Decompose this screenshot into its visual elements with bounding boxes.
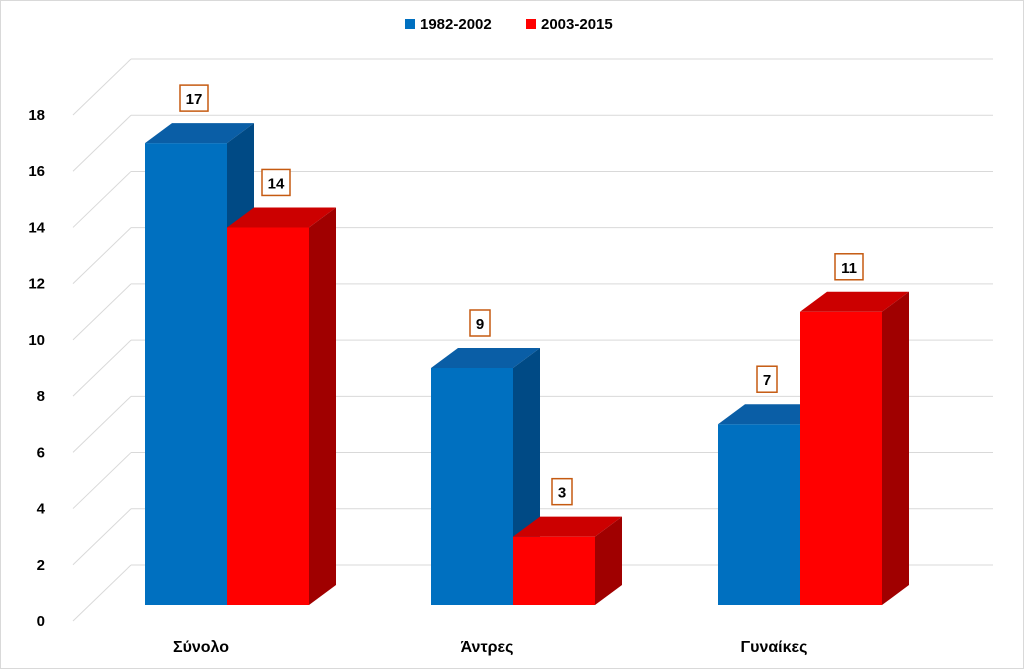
y-tick-label: 16 [28,163,45,180]
y-tick-label: 14 [28,219,45,236]
data-label: 3 [558,485,566,502]
data-label-box [756,365,778,393]
y-tick-label: 8 [37,388,45,405]
y-tick-label: 4 [37,501,46,518]
data-label: 9 [476,316,484,333]
gridline-depth [72,283,132,341]
data-label: 14 [268,175,285,192]
y-tick-label: 2 [37,557,45,574]
bar-side [309,207,336,605]
bar-front [800,311,882,605]
gridline-depth [72,395,132,453]
bar-side [595,516,622,605]
legend-swatch [405,19,415,29]
bar-top [513,516,622,537]
data-label-box [551,477,573,506]
gridline-depth [72,227,132,285]
bar-top [145,123,254,144]
y-tick-label: 6 [37,444,45,461]
bar-front [145,143,227,605]
data-label: 11 [841,260,857,277]
y-tick-label: 10 [28,332,45,349]
gridline-depth [72,171,132,228]
y-tick-label: 0 [37,613,45,630]
bar-top [800,291,909,312]
bar-top [227,207,336,228]
data-label-box [261,168,291,197]
gridline-depth [72,114,132,172]
category-label: Άντρες [461,639,514,656]
data-label-box [179,84,209,112]
legend-label: 1982-2002 [420,16,492,33]
bar-side [882,291,909,605]
y-tick-label: 12 [28,276,45,293]
bar-front [513,536,595,605]
bar-front [718,424,800,605]
data-label-box [834,253,864,281]
data-label: 17 [186,91,203,108]
legend-label: 2003-2015 [541,16,613,33]
gridline-depth [72,452,132,509]
gridline-depth [72,564,132,622]
gridline-depth [72,339,132,397]
y-tick-label: 18 [28,107,45,124]
bar-front [227,227,309,605]
data-label: 7 [763,372,771,389]
gridline-depth [72,58,132,116]
bar-top [431,348,540,368]
bar-top [718,404,827,425]
data-label-box [469,309,491,337]
gridline-depth [72,508,132,566]
legend-swatch [526,19,536,29]
bar-front [431,368,513,605]
category-label: Σύνολο [173,639,229,656]
category-label: Γυναίκες [741,639,808,656]
